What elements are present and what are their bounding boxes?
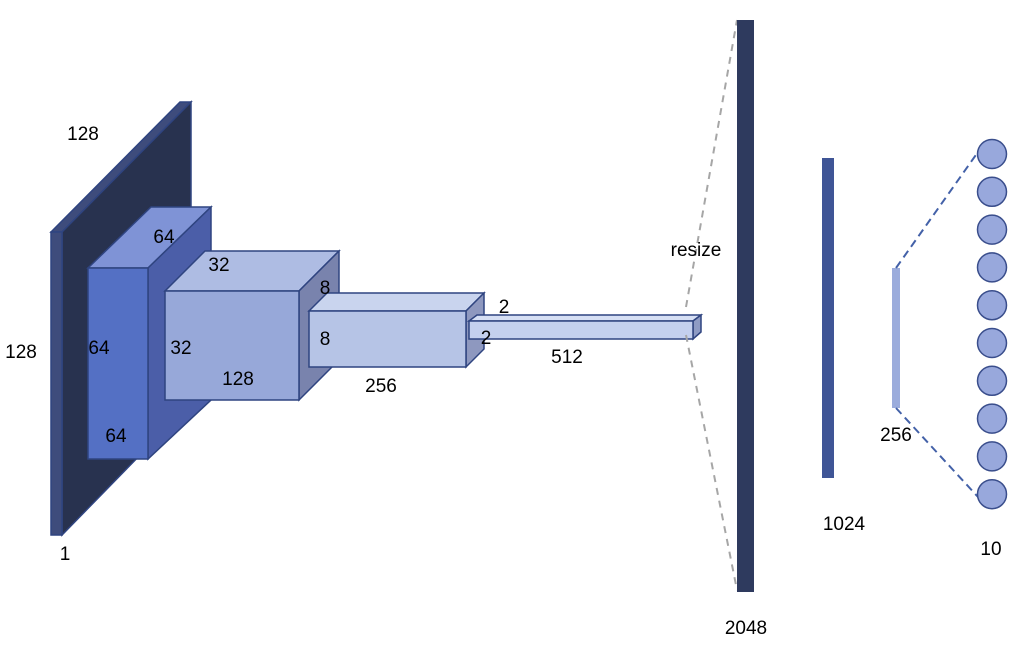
label-block3-depth: 256 bbox=[365, 376, 397, 397]
output-neuron bbox=[976, 214, 1008, 245]
resize-dashed-line-bottom bbox=[685, 334, 738, 591]
conv-block-2-front bbox=[468, 320, 694, 340]
label-block3-top: 8 bbox=[320, 278, 331, 299]
conv-block-8-top bbox=[307, 292, 486, 312]
label-block1-top: 64 bbox=[153, 227, 175, 248]
label-block2-height: 32 bbox=[170, 338, 191, 359]
label-fc-1024: 1024 bbox=[823, 514, 866, 535]
label-block4-top: 2 bbox=[499, 297, 510, 318]
label-resize: resize bbox=[671, 240, 722, 261]
label-block4-depth: 512 bbox=[551, 347, 583, 368]
label-block2-top: 32 bbox=[208, 255, 229, 276]
output-neuron bbox=[976, 365, 1008, 397]
label-input-height: 128 bbox=[5, 342, 37, 363]
conv-block-2 bbox=[466, 313, 704, 341]
output-neuron bbox=[976, 327, 1008, 359]
label-block3-height: 8 bbox=[320, 329, 331, 350]
label-block1-bottom: 64 bbox=[105, 426, 127, 447]
label-fc-2048: 2048 bbox=[725, 618, 767, 639]
conv-block-32-front bbox=[164, 290, 300, 401]
fc-layer-256 bbox=[892, 268, 900, 408]
label-fc-256: 256 bbox=[880, 425, 912, 446]
output-neuron bbox=[976, 252, 1008, 283]
label-block4-height: 2 bbox=[481, 328, 492, 349]
output-neurons bbox=[976, 138, 1008, 510]
label-output: 10 bbox=[980, 539, 1001, 560]
input-layer-front bbox=[50, 231, 63, 536]
output-neuron bbox=[976, 138, 1008, 170]
fc-layer-2048 bbox=[737, 20, 754, 592]
conv-block-8 bbox=[307, 291, 486, 369]
output-neuron bbox=[976, 478, 1008, 510]
label-input-depth: 1 bbox=[60, 544, 71, 565]
resize-dashed-line-top bbox=[685, 19, 738, 308]
conv-block-8-front bbox=[308, 310, 467, 368]
label-input-width: 128 bbox=[67, 124, 99, 145]
output-dashed-line-bottom bbox=[895, 407, 979, 498]
output-neuron bbox=[976, 176, 1008, 208]
output-dashed-line-top bbox=[895, 151, 979, 269]
conv-block-64-front bbox=[87, 267, 149, 460]
output-neuron bbox=[976, 289, 1008, 321]
output-neuron bbox=[976, 403, 1008, 434]
output-neuron bbox=[976, 441, 1008, 472]
label-block2-depth: 128 bbox=[222, 369, 254, 390]
fc-layer-1024 bbox=[822, 158, 834, 478]
label-block1-height: 64 bbox=[88, 338, 110, 359]
